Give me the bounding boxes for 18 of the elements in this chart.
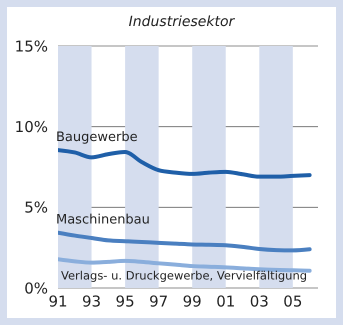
line-series bbox=[58, 148, 312, 179]
x-tick-label: 99 bbox=[182, 292, 202, 311]
chart-title: Industriesektor bbox=[128, 14, 236, 30]
x-tick-label: 03 bbox=[250, 292, 269, 311]
y-tick-label: 10% bbox=[14, 118, 48, 136]
x-tick-label: 05 bbox=[283, 292, 302, 311]
x-tick-label: 95 bbox=[116, 292, 135, 311]
x-tick-label: 91 bbox=[48, 292, 68, 311]
series-label: Baugewerbe bbox=[56, 130, 138, 146]
x-tick-label: 97 bbox=[149, 292, 168, 311]
y-tick-label: 15% bbox=[14, 37, 48, 56]
y-tick-label: 5% bbox=[24, 198, 48, 217]
line-series bbox=[58, 230, 312, 252]
x-tick-label: 93 bbox=[82, 292, 102, 311]
x-tick-label: 01 bbox=[216, 292, 236, 311]
series-label: Maschinenbau bbox=[56, 212, 150, 228]
y-tick-label: 0% bbox=[24, 279, 48, 298]
series-label: Verlags- u. Druckgewerbe, Vervielfältigung bbox=[61, 268, 308, 282]
